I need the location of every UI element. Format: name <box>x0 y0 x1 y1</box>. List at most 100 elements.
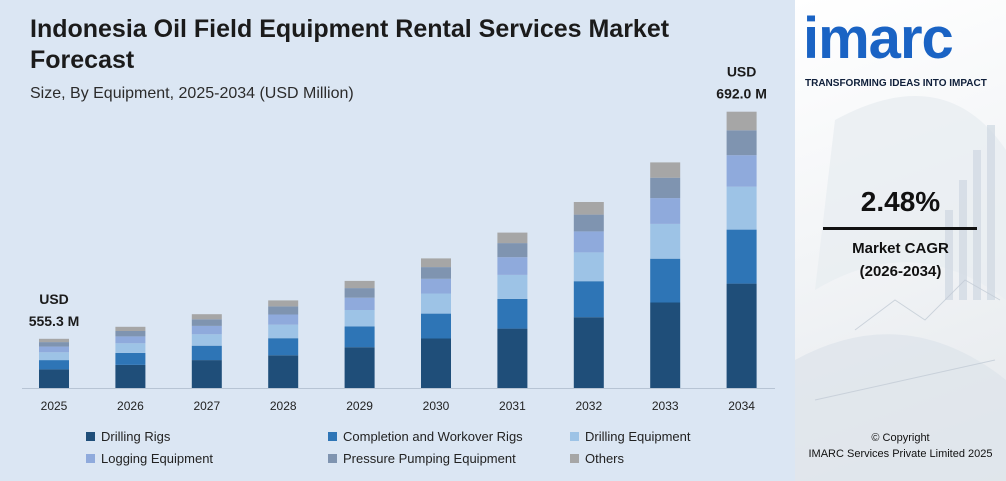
bar-segment <box>39 338 69 343</box>
bar-segment <box>344 347 375 388</box>
copyright-line: © Copyright <box>871 432 930 444</box>
cagr-period: (2026-2034) <box>859 263 942 280</box>
bar-segment <box>268 300 299 307</box>
bar-segment <box>650 302 681 388</box>
legend-label: Pressure Pumping Equipment <box>343 451 516 466</box>
x-tick-label: 2034 <box>728 399 755 413</box>
side-panel: imarc TRANSFORMING IDEAS INTO IMPACT 2.4… <box>795 0 1006 481</box>
bar-segment <box>268 306 299 315</box>
bar-segment <box>650 198 681 224</box>
bar-segment <box>268 324 299 339</box>
bar-segment <box>191 319 222 326</box>
bar-segment <box>573 231 604 253</box>
legend-item: Drilling Rigs <box>86 429 170 444</box>
bar-segment <box>726 130 757 156</box>
x-tick-label: 2032 <box>575 399 602 413</box>
legend-item: Drilling Equipment <box>570 429 691 444</box>
chart-title: Indonesia Oil Field Equipment Rental Ser… <box>30 15 670 74</box>
bar-segment <box>39 342 69 347</box>
cagr-divider <box>823 227 977 230</box>
x-tick-label: 2031 <box>499 399 526 413</box>
legend-item: Others <box>570 451 624 466</box>
x-tick-label: 2030 <box>423 399 450 413</box>
bar-segment <box>497 232 528 244</box>
bar-segment <box>497 328 528 388</box>
bar-segment <box>726 155 757 187</box>
bar-segment <box>191 345 222 361</box>
bar-segment <box>115 326 146 331</box>
background-chart-graphic <box>795 96 1006 481</box>
bar-segment <box>573 214 604 232</box>
bar-segment <box>191 314 222 320</box>
bar-segment <box>344 297 375 310</box>
legend-item: Logging Equipment <box>86 451 213 466</box>
bar-segment <box>115 331 146 337</box>
bar-segment <box>344 280 375 289</box>
bar-segment <box>421 258 451 268</box>
bar-segment <box>497 243 528 258</box>
legend-item: Completion and Workover Rigs <box>328 429 523 444</box>
cagr-value: 2.48% <box>860 186 941 217</box>
x-tick-label: 2027 <box>193 399 220 413</box>
bar-segment <box>344 326 375 348</box>
total-annotation: USD <box>727 64 757 80</box>
brand-tagline: TRANSFORMING IDEAS INTO IMPACT <box>805 78 987 89</box>
bar-segment <box>39 369 69 388</box>
legend-swatch <box>86 432 95 441</box>
bar-segment <box>726 111 757 131</box>
bar-segment <box>268 314 299 325</box>
bar-segment <box>268 338 299 356</box>
legend-label: Completion and Workover Rigs <box>343 429 523 444</box>
legend-label: Others <box>585 451 625 466</box>
legend-swatch <box>86 454 95 463</box>
bar-segment <box>726 283 757 388</box>
bar-segment <box>421 267 451 279</box>
chart-panel: Indonesia Oil Field Equipment Rental Ser… <box>0 0 795 481</box>
bar-segment <box>650 162 681 178</box>
legend-item: Pressure Pumping Equipment <box>328 451 516 466</box>
bar-segment <box>421 278 451 294</box>
bar-segment <box>573 202 604 215</box>
total-annotation: 692.0 M <box>716 86 767 102</box>
bar-segment <box>573 317 604 388</box>
cagr-label: Market CAGR <box>852 240 949 257</box>
bar-segment <box>344 288 375 298</box>
bar-segment <box>421 338 451 388</box>
x-tick-label: 2033 <box>652 399 679 413</box>
bar-segment <box>344 310 375 327</box>
bar-segment <box>115 364 146 388</box>
x-tick-label: 2028 <box>270 399 297 413</box>
bar-segment <box>268 355 299 388</box>
total-annotation: 555.3 M <box>29 313 80 329</box>
bar-segment <box>650 223 681 259</box>
legend-swatch <box>570 432 579 441</box>
bar-segment <box>573 281 604 318</box>
bar-segment <box>726 229 757 284</box>
legend-label: Drilling Rigs <box>101 429 171 444</box>
bar-segment <box>726 186 757 230</box>
bar-segment <box>191 360 222 388</box>
bar-segment <box>39 346 69 353</box>
legend-swatch <box>570 454 579 463</box>
bar-segment <box>115 343 146 353</box>
x-tick-label: 2029 <box>346 399 373 413</box>
legend-label: Drilling Equipment <box>585 429 691 444</box>
chart-subtitle: Size, By Equipment, 2025-2034 (USD Milli… <box>30 85 354 102</box>
bar-chart: 2025 2026 2027 2028 2029 2030 2031 2032 2033 2034… <box>22 64 775 413</box>
imarc-logo: imarc <box>803 6 954 71</box>
legend-label: Logging Equipment <box>101 451 214 466</box>
bar-segment <box>421 313 451 339</box>
bar-segment <box>115 352 146 365</box>
bar-segment <box>497 257 528 275</box>
bar-segment <box>573 252 604 282</box>
bar-segment <box>650 258 681 303</box>
bar-segment <box>191 334 222 346</box>
bar-segment <box>497 298 528 329</box>
total-annotation: USD <box>39 291 69 307</box>
bar-segment <box>191 325 222 335</box>
bar-segment <box>650 177 681 199</box>
bar-segment <box>39 352 69 361</box>
bar-segment <box>115 336 146 344</box>
bar-segment <box>39 360 69 370</box>
